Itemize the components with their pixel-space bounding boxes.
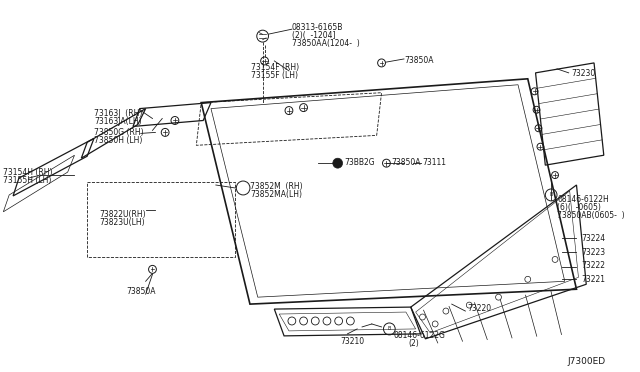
Text: 73852MA(LH): 73852MA(LH) — [250, 190, 302, 199]
Text: 73822U(RH): 73822U(RH) — [99, 210, 145, 219]
Circle shape — [552, 171, 559, 179]
Text: B: B — [550, 192, 553, 198]
Text: 73155H (LH): 73155H (LH) — [3, 176, 52, 185]
Text: 73850AA(1204-  ): 73850AA(1204- ) — [292, 39, 360, 48]
Circle shape — [312, 317, 319, 325]
Circle shape — [335, 317, 342, 325]
Text: 73111: 73111 — [422, 158, 447, 167]
Circle shape — [552, 256, 558, 262]
Text: 73223: 73223 — [581, 247, 605, 257]
Text: 73850AB(0605-  ): 73850AB(0605- ) — [557, 211, 625, 220]
Circle shape — [378, 59, 385, 67]
Circle shape — [333, 158, 342, 168]
Text: 73850A: 73850A — [126, 287, 156, 296]
Text: 73222: 73222 — [581, 262, 605, 270]
Text: 73155F (LH): 73155F (LH) — [251, 71, 298, 80]
Text: 73221: 73221 — [581, 275, 605, 284]
Text: (2)(  -1204]: (2)( -1204] — [292, 31, 335, 40]
Circle shape — [495, 294, 502, 300]
Circle shape — [300, 317, 307, 325]
Text: 73230: 73230 — [572, 69, 596, 78]
Circle shape — [288, 317, 296, 325]
Circle shape — [525, 276, 531, 282]
Text: 08313-6165B: 08313-6165B — [292, 23, 343, 32]
Text: 73163JA(LH): 73163JA(LH) — [94, 116, 141, 125]
Text: 73210: 73210 — [340, 337, 365, 346]
Circle shape — [148, 265, 156, 273]
Text: (2): (2) — [409, 339, 420, 348]
Circle shape — [443, 308, 449, 314]
Text: 73220: 73220 — [467, 304, 492, 313]
Text: 73850A: 73850A — [391, 158, 420, 167]
Text: J7300ED: J7300ED — [568, 357, 605, 366]
Text: 73154F (RH): 73154F (RH) — [251, 63, 299, 72]
Circle shape — [432, 321, 438, 327]
Text: 73224: 73224 — [581, 234, 605, 243]
Text: 73850H (LH): 73850H (LH) — [94, 137, 142, 145]
Text: 73850G (RH): 73850G (RH) — [94, 128, 143, 137]
Circle shape — [323, 317, 331, 325]
Circle shape — [420, 314, 426, 320]
Text: 73163J  (RH): 73163J (RH) — [94, 109, 142, 118]
Text: 73BB2G: 73BB2G — [344, 158, 375, 167]
Circle shape — [346, 317, 355, 325]
Text: (6)(  -0605): (6)( -0605) — [557, 203, 601, 212]
Text: 73154H (RH): 73154H (RH) — [3, 168, 53, 177]
Text: 08146-6122G: 08146-6122G — [393, 331, 445, 340]
Text: B: B — [388, 326, 391, 331]
Text: 73852M  (RH): 73852M (RH) — [250, 182, 303, 191]
Text: 73823U(LH): 73823U(LH) — [99, 218, 145, 227]
Circle shape — [467, 302, 472, 308]
Text: 73850A: 73850A — [404, 56, 433, 65]
Text: 08146-6122H: 08146-6122H — [557, 195, 609, 204]
